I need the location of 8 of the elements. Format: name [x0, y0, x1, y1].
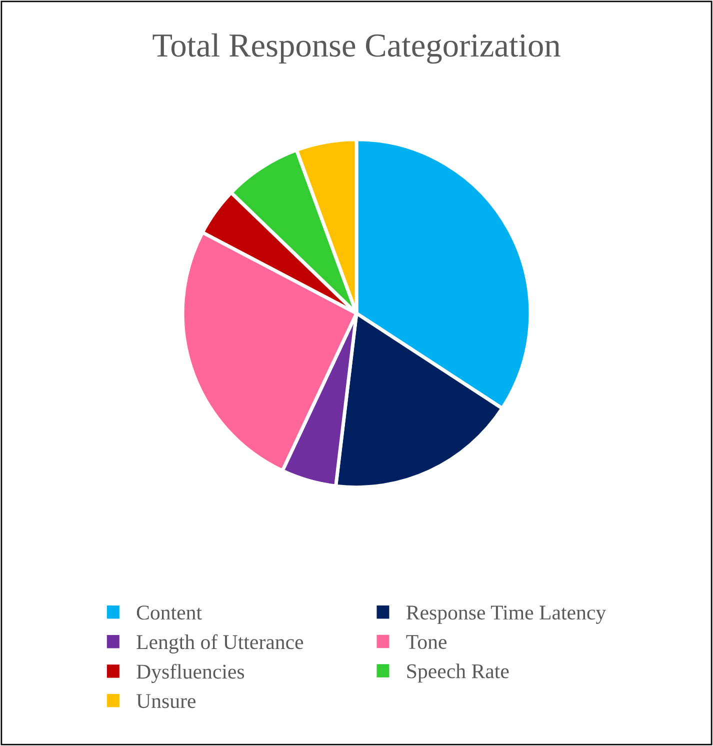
legend-label: Dysfluencies — [136, 664, 244, 684]
legend-label: Unsure — [136, 694, 196, 708]
legend-label: Length of Utterance — [136, 634, 304, 654]
legend-label: Content — [136, 606, 202, 620]
legend-label: Response Time Latency — [406, 606, 606, 624]
legend-label: Speech Rate — [407, 664, 509, 683]
chart-title: Total Response Categorization — [152, 33, 560, 64]
legend-label: Tone — [406, 635, 447, 649]
